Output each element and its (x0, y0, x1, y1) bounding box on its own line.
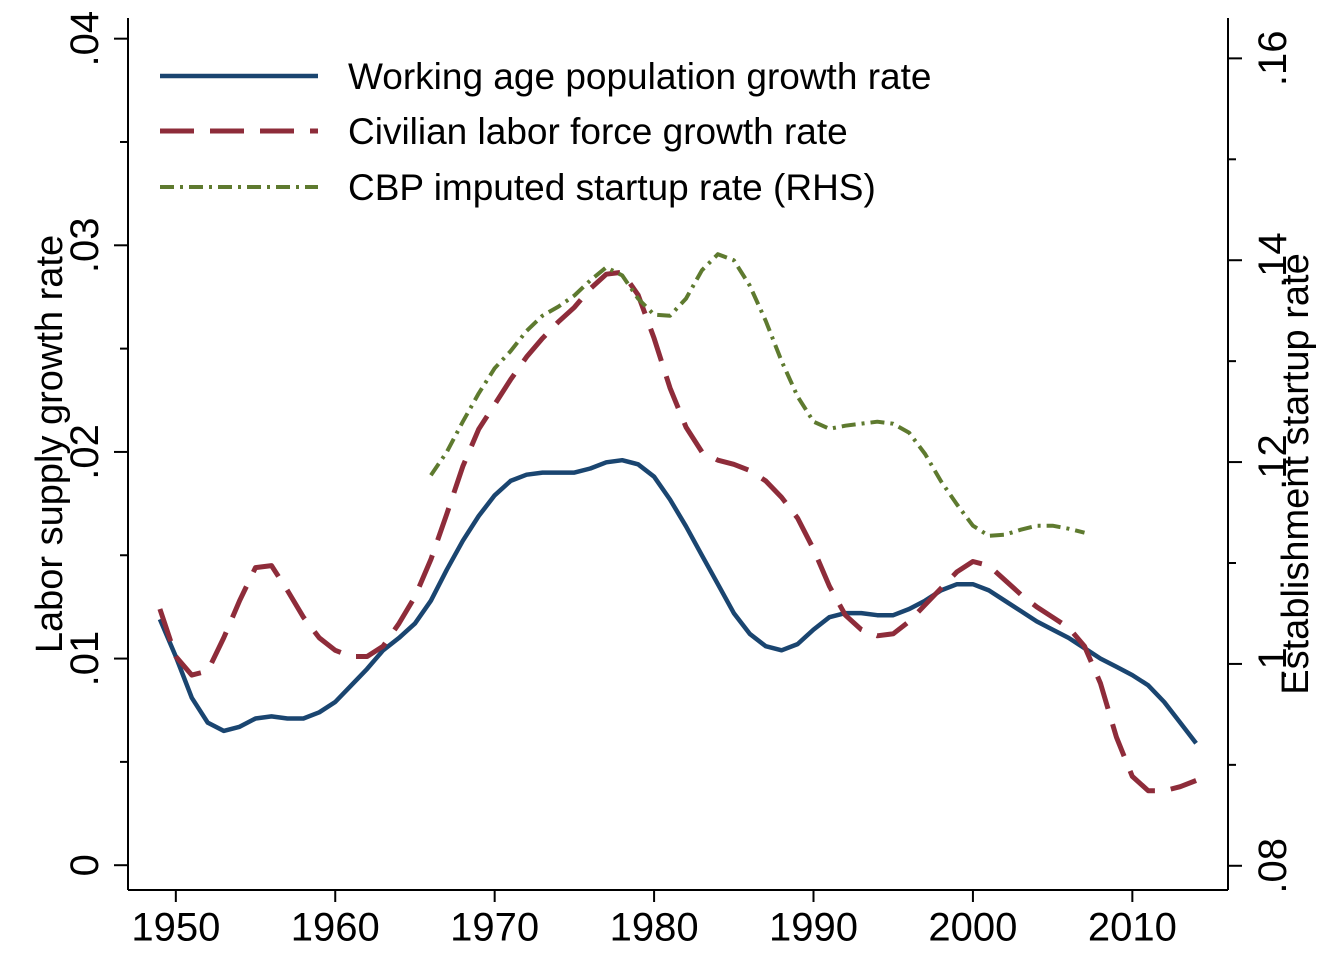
y-axis-title: Labor supply growth rate (29, 235, 71, 653)
legend-label-2: Civilian labor force growth rate (348, 111, 848, 152)
x-tick-label: 1990 (769, 906, 858, 950)
series-line-1 (160, 460, 1196, 743)
y-tick-label: .04 (63, 11, 107, 67)
x-tick-label: 1960 (291, 906, 380, 950)
x-tick-label: 2000 (928, 906, 1017, 950)
x-tick-label: 1970 (450, 906, 539, 950)
y2-tick-label: .08 (1251, 838, 1295, 894)
x-tick-label: 2010 (1088, 906, 1177, 950)
y2-tick-label: .16 (1251, 31, 1295, 87)
y-tick-label: 0 (63, 854, 107, 876)
legend-label-1: Working age population growth rate (348, 56, 931, 97)
series-line-3 (431, 254, 1085, 536)
y2-axis-title: Establishment startup rate (1275, 253, 1317, 694)
x-tick-label: 1950 (131, 906, 220, 950)
legend-label-3: CBP imputed startup rate (RHS) (348, 167, 876, 208)
x-tick-label: 1980 (610, 906, 699, 950)
legend: Working age population growth rate Civili… (160, 56, 931, 208)
series-group (160, 254, 1196, 791)
